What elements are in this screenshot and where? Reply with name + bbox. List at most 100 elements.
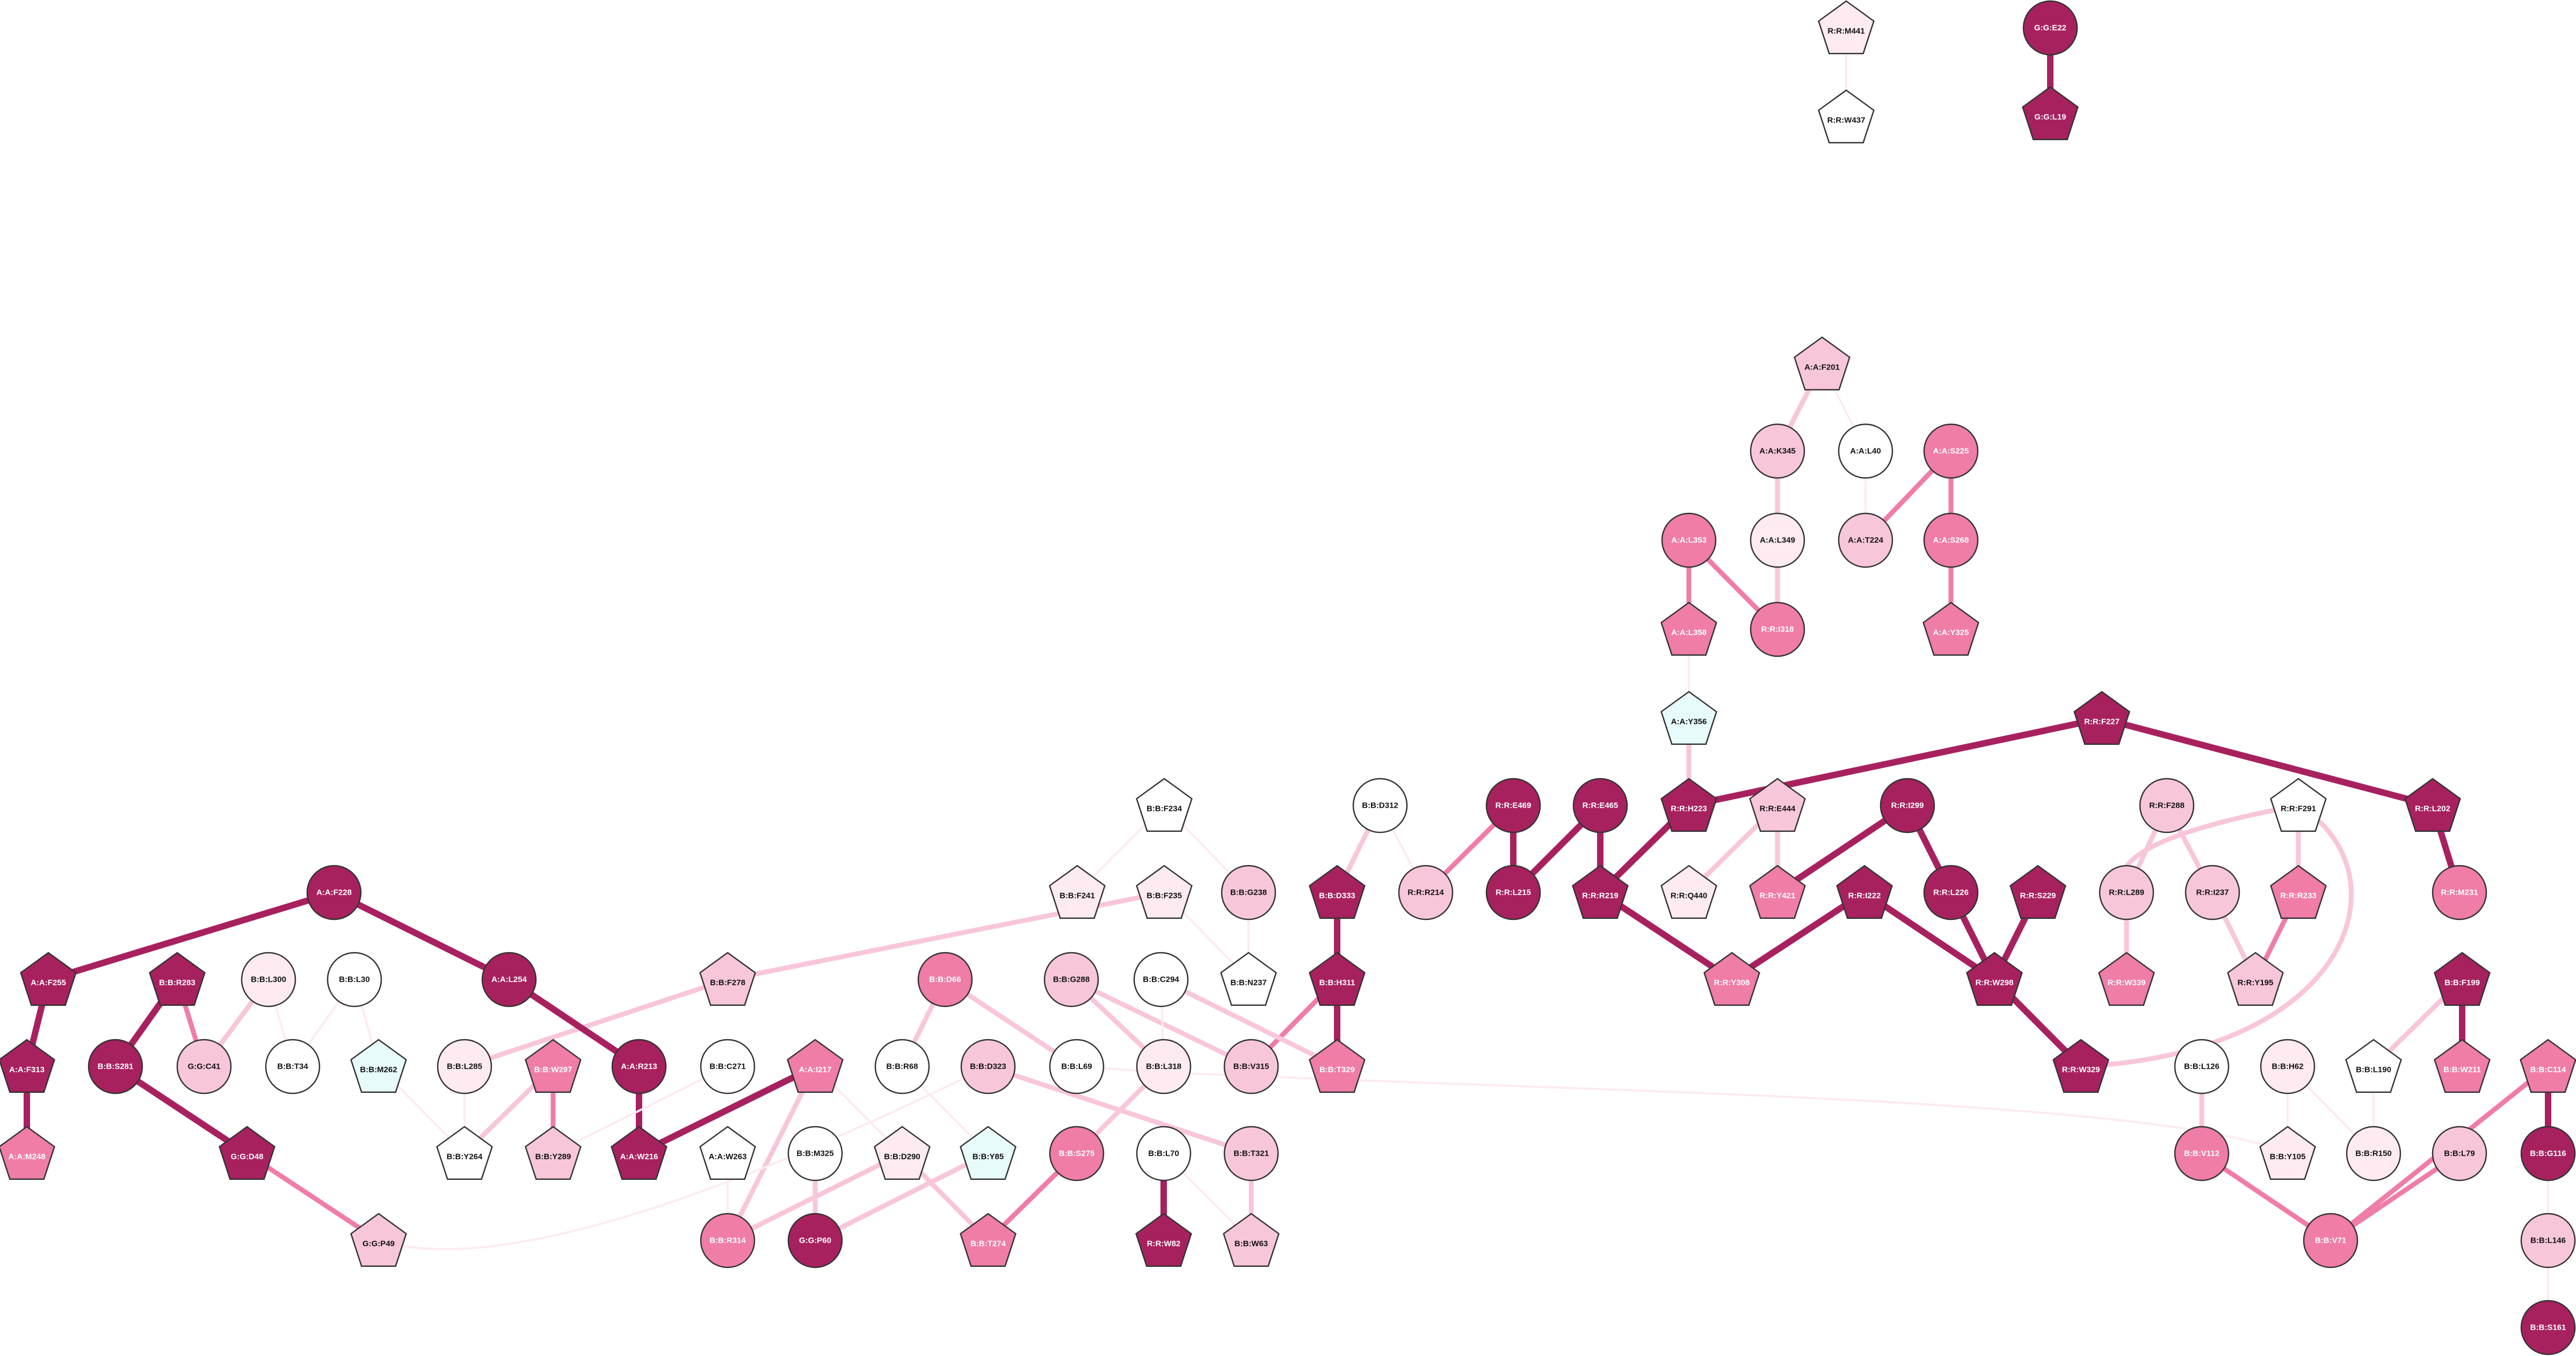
node-r-r-r233[interactable]: R:R:R233 <box>2270 865 2327 919</box>
node-b-b-t329[interactable]: B:B:T329 <box>1309 1039 1366 1093</box>
node-b-b-l70[interactable]: B:B:L70 <box>1136 1126 1192 1181</box>
node-b-b-l285[interactable]: B:B:L285 <box>437 1039 492 1094</box>
node-b-b-w211[interactable]: B:B:W211 <box>2434 1039 2491 1093</box>
node-b-b-y105[interactable]: B:B:Y105 <box>2259 1126 2316 1180</box>
node-r-r-w437[interactable]: R:R:W437 <box>1818 89 1875 143</box>
node-a-a-s225[interactable]: A:A:S225 <box>1923 423 1979 479</box>
node-r-r-e469[interactable]: R:R:E469 <box>1485 778 1541 833</box>
node-r-r-y421[interactable]: R:R:Y421 <box>1749 865 1806 919</box>
node-a-a-i217[interactable]: A:A:I217 <box>787 1039 844 1093</box>
node-b-b-r283[interactable]: B:B:R283 <box>149 952 206 1006</box>
node-a-a-f255[interactable]: A:A:F255 <box>20 952 77 1006</box>
node-r-r-i222[interactable]: R:R:I222 <box>1836 865 1893 919</box>
node-b-b-t34[interactable]: B:B:T34 <box>265 1039 321 1094</box>
node-b-b-l300[interactable]: B:B:L300 <box>241 952 296 1007</box>
node-b-b-v112[interactable]: B:B:V112 <box>2174 1126 2230 1181</box>
node-r-r-e465[interactable]: R:R:E465 <box>1572 778 1628 833</box>
node-b-b-c271[interactable]: B:B:C271 <box>700 1039 756 1094</box>
node-r-r-i237[interactable]: R:R:I237 <box>2185 865 2240 920</box>
node-b-b-l190[interactable]: B:B:L190 <box>2345 1039 2402 1093</box>
node-r-r-l289[interactable]: R:R:L289 <box>2099 865 2154 920</box>
node-r-r-w339[interactable]: R:R:W339 <box>2098 952 2155 1006</box>
node-g-g-l19[interactable]: G:G:L19 <box>2022 86 2079 140</box>
node-b-b-w297[interactable]: B:B:W297 <box>525 1039 582 1093</box>
node-r-r-w329[interactable]: R:R:W329 <box>2052 1039 2109 1093</box>
node-r-r-q440[interactable]: R:R:Q440 <box>1660 865 1717 919</box>
node-b-b-n237[interactable]: B:B:N237 <box>1220 952 1277 1006</box>
node-a-a-f313[interactable]: A:A:F313 <box>0 1039 55 1093</box>
node-b-b-m262[interactable]: B:B:M262 <box>350 1039 407 1093</box>
node-b-b-l30[interactable]: B:B:L30 <box>326 952 382 1007</box>
node-b-b-f278[interactable]: B:B:F278 <box>699 952 756 1006</box>
node-b-b-h62[interactable]: B:B:H62 <box>2260 1039 2316 1094</box>
node-r-r-f227[interactable]: R:R:F227 <box>2073 691 2130 745</box>
node-r-r-m231[interactable]: R:R:M231 <box>2432 865 2487 920</box>
node-r-r-f288[interactable]: R:R:F288 <box>2139 778 2195 833</box>
node-a-a-f228[interactable]: A:A:F228 <box>306 865 362 920</box>
node-a-a-m248[interactable]: A:A:M248 <box>0 1126 55 1180</box>
node-b-b-y85[interactable]: B:B:Y85 <box>960 1126 1017 1180</box>
node-b-b-c114[interactable]: B:B:C114 <box>2520 1039 2576 1093</box>
node-b-b-r68[interactable]: B:B:R68 <box>874 1039 930 1094</box>
node-r-r-y195[interactable]: R:R:Y195 <box>2227 952 2284 1006</box>
node-a-a-y325[interactable]: A:A:Y325 <box>1922 601 1979 656</box>
node-r-r-e444[interactable]: R:R:E444 <box>1749 778 1806 832</box>
node-g-g-c41[interactable]: G:G:C41 <box>176 1039 232 1094</box>
node-b-b-d290[interactable]: B:B:D290 <box>874 1126 931 1180</box>
node-a-a-l353[interactable]: A:A:L353 <box>1661 512 1717 568</box>
node-a-a-f201[interactable]: A:A:F201 <box>1794 336 1851 390</box>
node-a-a-k345[interactable]: A:A:K345 <box>1750 423 1805 479</box>
node-b-b-y289[interactable]: B:B:Y289 <box>525 1126 582 1180</box>
node-r-r-i299[interactable]: R:R:I299 <box>1880 778 1935 833</box>
node-b-b-s275[interactable]: B:B:S275 <box>1049 1126 1105 1181</box>
node-b-b-d323[interactable]: B:B:D323 <box>960 1039 1016 1094</box>
node-g-g-p49[interactable]: G:G:P49 <box>350 1213 407 1267</box>
node-r-r-i318[interactable]: R:R:I318 <box>1750 601 1805 657</box>
node-a-a-l358[interactable]: A:A:L358 <box>1660 601 1717 656</box>
node-b-b-g116[interactable]: B:B:G116 <box>2520 1126 2576 1181</box>
node-b-b-c294[interactable]: B:B:C294 <box>1133 952 1189 1007</box>
node-b-b-r314[interactable]: B:B:R314 <box>700 1213 756 1268</box>
node-a-a-r213[interactable]: A:A:R213 <box>611 1039 667 1094</box>
node-g-g-d48[interactable]: G:G:D48 <box>219 1126 275 1180</box>
node-b-b-v71[interactable]: B:B:V71 <box>2303 1213 2359 1268</box>
node-a-a-t224[interactable]: A:A:T224 <box>1838 512 1893 568</box>
node-b-b-g238[interactable]: B:B:G238 <box>1221 865 1276 920</box>
node-a-a-s268[interactable]: A:A:S268 <box>1923 512 1979 568</box>
node-r-r-s229[interactable]: R:R:S229 <box>2009 865 2066 919</box>
node-b-b-f199[interactable]: B:B:F199 <box>2434 952 2491 1006</box>
node-b-b-d312[interactable]: B:B:D312 <box>1352 778 1408 833</box>
node-b-b-y264[interactable]: B:B:Y264 <box>436 1126 493 1180</box>
node-b-b-s281[interactable]: B:B:S281 <box>88 1039 143 1094</box>
node-b-b-t321[interactable]: B:B:T321 <box>1223 1126 1279 1181</box>
node-a-a-l254[interactable]: A:A:L254 <box>481 952 537 1007</box>
node-r-r-l226[interactable]: R:R:L226 <box>1923 865 1979 920</box>
node-b-b-r150[interactable]: B:B:R150 <box>2346 1126 2401 1181</box>
node-r-r-f291[interactable]: R:R:F291 <box>2270 778 2327 832</box>
node-r-r-m441[interactable]: R:R:M441 <box>1818 0 1875 54</box>
node-b-b-d333[interactable]: B:B:D333 <box>1309 865 1366 919</box>
node-a-a-l40[interactable]: A:A:L40 <box>1838 423 1893 479</box>
node-b-b-l69[interactable]: B:B:L69 <box>1049 1039 1105 1094</box>
node-g-g-p60[interactable]: G:G:P60 <box>787 1213 843 1268</box>
node-r-r-r219[interactable]: R:R:R219 <box>1572 865 1629 919</box>
node-b-b-w63[interactable]: B:B:W63 <box>1223 1213 1280 1267</box>
node-b-b-l126[interactable]: B:B:L126 <box>2174 1039 2230 1094</box>
node-r-r-y308[interactable]: R:R:Y308 <box>1703 952 1760 1006</box>
node-a-a-y356[interactable]: A:A:Y356 <box>1660 691 1717 745</box>
node-r-r-l202[interactable]: R:R:L202 <box>2404 778 2461 832</box>
node-r-r-w82[interactable]: R:R:W82 <box>1135 1213 1192 1267</box>
node-b-b-m325[interactable]: B:B:M325 <box>787 1126 843 1181</box>
node-b-b-g288[interactable]: B:B:G288 <box>1043 952 1099 1007</box>
node-b-b-f234[interactable]: B:B:F234 <box>1136 778 1193 832</box>
node-b-b-f241[interactable]: B:B:F241 <box>1049 865 1106 919</box>
node-b-b-l318[interactable]: B:B:L318 <box>1136 1039 1192 1094</box>
node-r-r-r214[interactable]: R:R:R214 <box>1398 865 1454 920</box>
node-b-b-d66[interactable]: B:B:D66 <box>917 952 973 1007</box>
node-r-r-h223[interactable]: R:R:H223 <box>1660 778 1717 832</box>
node-b-b-t274[interactable]: B:B:T274 <box>960 1213 1017 1267</box>
node-b-b-v315[interactable]: B:B:V315 <box>1223 1039 1279 1094</box>
node-b-b-h311[interactable]: B:B:H311 <box>1309 952 1366 1006</box>
node-a-a-l349[interactable]: A:A:L349 <box>1750 512 1805 568</box>
node-r-r-w298[interactable]: R:R:W298 <box>1966 952 2023 1006</box>
